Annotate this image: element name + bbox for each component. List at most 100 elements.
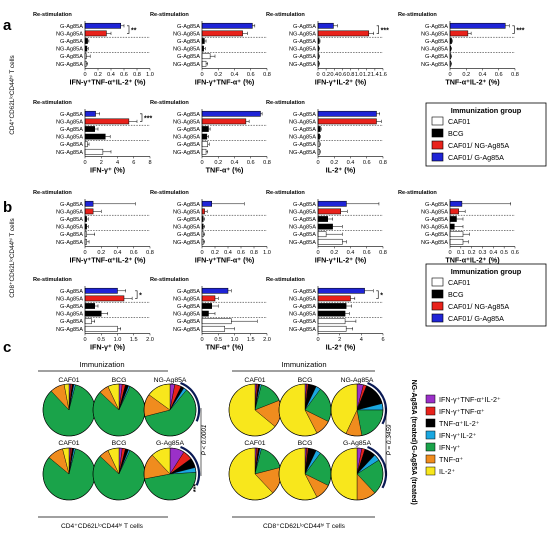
category-label: G-Ag85A — [425, 54, 448, 60]
tick-label: 1.6 — [379, 72, 387, 78]
pie-arc-cd8-bottom — [367, 445, 388, 489]
pie-label-cd8-top-1: BCG — [298, 377, 313, 384]
sig-bracket — [140, 113, 143, 122]
tick-label: 0 — [200, 160, 203, 166]
pie-legend-swatch — [425, 394, 436, 404]
tick-label: 0.5 — [214, 337, 222, 343]
tick-label: 6 — [132, 160, 135, 166]
category-label: NG-Ag85A — [421, 209, 448, 215]
tick-label: 0.5 — [500, 250, 508, 256]
pie-cd4-bottom — [92, 447, 146, 501]
tick-label: 0.6 — [338, 72, 346, 78]
legend-swatch — [431, 301, 444, 311]
category-label: G-Ag85A — [293, 232, 316, 238]
category-label: G-Ag85A — [177, 127, 200, 133]
pie-outline — [143, 383, 197, 437]
pie-cd8-top — [278, 383, 332, 437]
bar — [84, 325, 118, 332]
bar — [84, 38, 88, 44]
legend-swatch — [431, 128, 444, 138]
pie-cd4-top — [42, 383, 96, 437]
tick-label: 0.2 — [330, 250, 338, 256]
tick-label: 0.6 — [130, 250, 138, 256]
bar — [317, 216, 328, 222]
bar — [84, 126, 95, 132]
bar — [84, 303, 95, 309]
bar — [201, 318, 232, 325]
tick-label: 0.5 — [97, 337, 105, 343]
category-label: G-Ag85A — [293, 142, 316, 148]
bar — [201, 148, 207, 155]
tick-label: 0.4 — [330, 72, 338, 78]
category-label: NG-Ag85A — [56, 209, 83, 215]
category-label: G-Ag85A — [425, 217, 448, 223]
bar — [201, 295, 216, 302]
pie-legend-swatch — [425, 406, 436, 416]
legend-swatch — [431, 289, 444, 299]
bar — [449, 30, 469, 37]
bar — [317, 295, 351, 302]
tick-label: 1.0 — [114, 337, 122, 343]
tick-label: 0.4 — [347, 160, 355, 166]
category-label: G-Ag85A — [177, 304, 200, 310]
x-axis-label: TNF-α⁺ (%) — [206, 166, 244, 175]
sig-bracket — [512, 25, 515, 34]
category-label: NG-Ag85A — [289, 296, 316, 302]
category-label: NG-Ag85A — [56, 31, 83, 37]
restim-label: Re-stimulation — [150, 277, 189, 283]
category-label: G-Ag85A — [177, 319, 200, 325]
sig-stars: * — [380, 293, 383, 300]
x-axis-label: IL-2⁺ (%) — [326, 343, 356, 352]
pie-label-cd4-bot-2: G-Ag85A — [156, 440, 184, 447]
tick-label: 0 — [316, 250, 319, 256]
sig-stars: * — [139, 293, 142, 300]
tick-label: 0.6 — [247, 72, 255, 78]
sig-bracket — [376, 25, 379, 34]
immunization-label-cd8: Immunization — [281, 360, 326, 369]
panel-label-b: b — [3, 199, 12, 216]
restim-label: Re-stimulation — [33, 277, 72, 283]
legend-swatch — [431, 152, 444, 162]
bar-chart-a-5: Re-stimulationG-Ag85ANG-Ag85AG-Ag85ANG-A… — [150, 100, 271, 175]
pie-outline — [330, 383, 384, 437]
panel-label-c: c — [3, 339, 11, 356]
x-axis-label: IFN-γ⁺ (%) — [90, 343, 126, 352]
caption-cd4: CD4⁺CD62LˡᵒCD44ʰⁱ T cells — [61, 522, 144, 530]
tick-label: 0.4 — [489, 250, 497, 256]
category-label: G-Ag85A — [60, 39, 83, 45]
restim-label: Re-stimulation — [33, 12, 72, 18]
legend-swatch — [431, 116, 444, 126]
bar — [317, 310, 346, 317]
legend-immunization-b: Immunization group CAF01 BCG CAF01/ NG-Ag8… — [425, 263, 547, 327]
x-axis-label: IL-2⁺ (%) — [326, 166, 356, 175]
category-label: G-Ag85A — [293, 304, 316, 310]
legend-label: CAF01/ G-Ag85A — [448, 314, 504, 323]
category-label: NG-Ag85A — [289, 312, 316, 318]
bar — [449, 238, 464, 245]
pie-legend-swatch — [425, 454, 436, 464]
legend-label: CAF01/ NG-Ag85A — [448, 141, 509, 150]
bar — [201, 118, 247, 125]
category-label: NG-Ag85A — [173, 312, 200, 318]
bar — [317, 223, 333, 230]
category-label: G-Ag85A — [177, 39, 200, 45]
tick-label: 0.6 — [511, 250, 519, 256]
category-label: G-Ag85A — [60, 54, 83, 60]
bar — [317, 238, 343, 245]
category-label: G-Ag85A — [293, 39, 316, 45]
category-label: G-Ag85A — [293, 319, 316, 325]
tick-label: 0 — [448, 72, 451, 78]
tick-label: 0.8 — [133, 72, 141, 78]
tick-label: 0.3 — [479, 250, 487, 256]
pie-arc-cd4-bottom — [180, 445, 201, 486]
bar-chart-b-8: Re-stimulationG-Ag85ANG-Ag85AG-Ag85ANG-A… — [150, 190, 271, 265]
tick-label: 4 — [116, 160, 119, 166]
tick-label: 0.8 — [511, 72, 519, 78]
tick-label: 6 — [381, 337, 384, 343]
bar-chart-a-2: Re-stimulationG-Ag85ANG-Ag85AG-Ag85ANG-A… — [266, 12, 389, 87]
category-label: G-Ag85A — [293, 127, 316, 133]
pie-legend-label: IFN-γ⁺ — [439, 443, 461, 452]
category-label: G-Ag85A — [60, 289, 83, 295]
category-label: NG-Ag85A — [289, 327, 316, 333]
bar — [449, 223, 455, 230]
